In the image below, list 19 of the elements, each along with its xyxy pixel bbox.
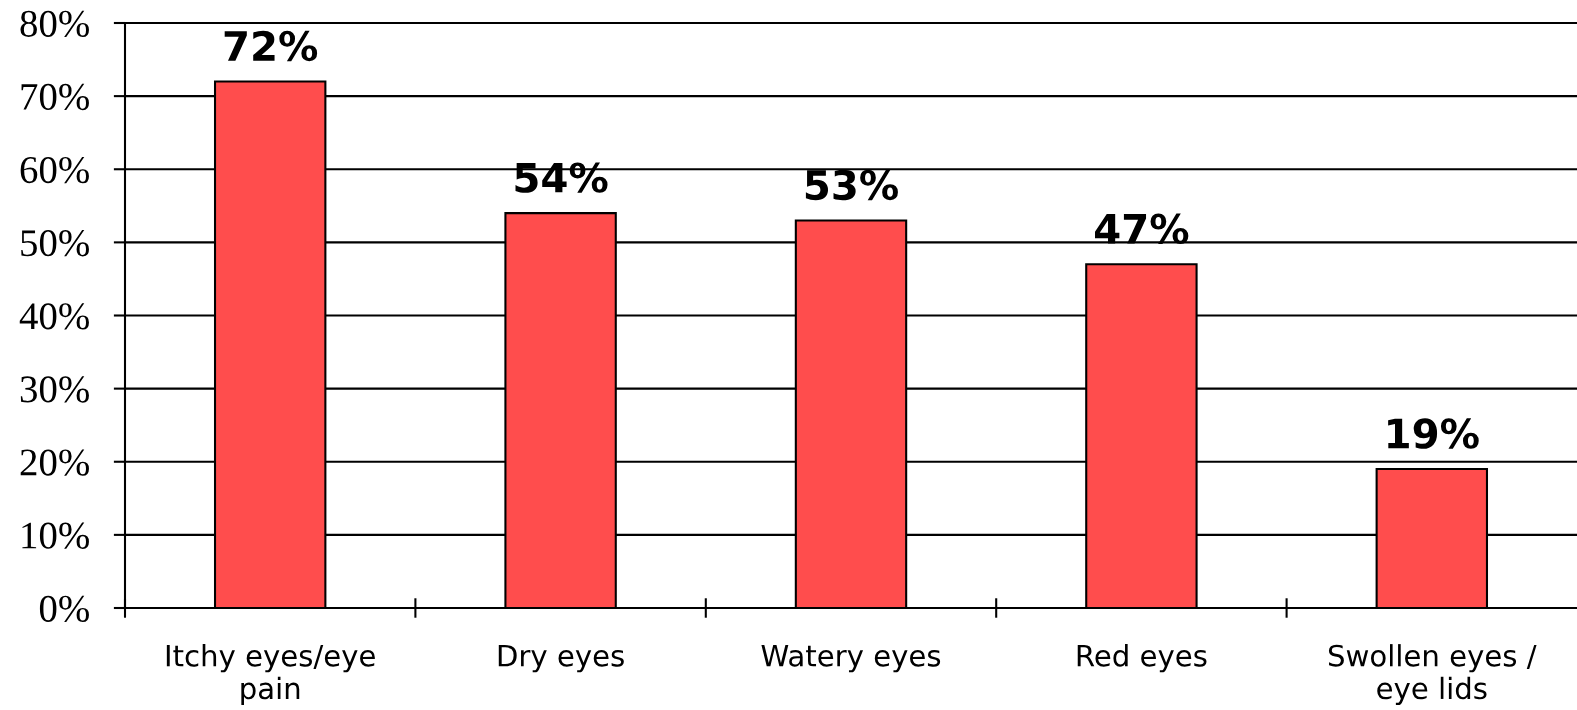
x-tick-label: Swollen eyes / eye lids [1328, 644, 1537, 705]
data-label: 72% [224, 30, 318, 62]
x-tick-label: Itchy eyes/eye pain [166, 644, 375, 705]
y-tick-label: 80% [20, 10, 89, 37]
y-tick-label: 40% [19, 303, 89, 330]
y-tick-label: 30% [20, 376, 89, 403]
data-label: 54% [515, 162, 608, 193]
y-tick-label: 50% [21, 230, 89, 257]
y-tick-label: 60% [20, 156, 89, 184]
y-tick-label: 10% [22, 522, 89, 549]
x-tick-label: Watery eyes [761, 645, 941, 673]
x-tick-label: Red eyes [1077, 644, 1207, 673]
y-tick-label: 0% [39, 595, 89, 622]
data-label: 47% [1095, 213, 1189, 245]
x-tick-label: Dry eyes [498, 645, 624, 673]
y-tick-label: 70% [21, 83, 89, 111]
y-tick-label: 20% [20, 449, 89, 476]
data-label: 53% [805, 169, 898, 201]
data-label: 19% [1388, 418, 1479, 449]
